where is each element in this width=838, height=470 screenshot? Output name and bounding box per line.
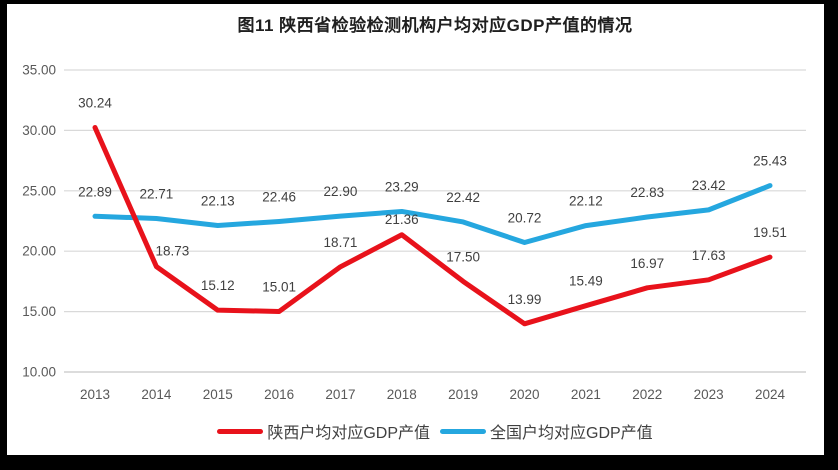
chart-canvas — [7, 4, 824, 455]
data-label: 17.50 — [446, 249, 480, 264]
data-label: 22.42 — [446, 190, 480, 205]
y-tick-label: 15.00 — [22, 304, 56, 319]
data-label: 23.42 — [692, 178, 726, 193]
data-label: 18.71 — [324, 235, 358, 250]
x-tick-label: 2015 — [203, 387, 233, 402]
y-tick-label: 20.00 — [22, 244, 56, 259]
legend: 陕西户均对应GDP产值 全国户均对应GDP产值 — [65, 419, 805, 443]
x-tick-label: 2013 — [80, 387, 110, 402]
data-label: 23.29 — [385, 179, 419, 194]
data-label: 19.51 — [753, 225, 787, 240]
data-label: 20.72 — [508, 211, 542, 226]
y-tick-label: 25.00 — [22, 183, 56, 198]
x-tick-label: 2017 — [325, 387, 355, 402]
legend-swatch — [217, 428, 264, 434]
legend-item-shaanxi: 陕西户均对应GDP产值 — [217, 419, 430, 443]
x-tick-label: 2023 — [694, 387, 724, 402]
x-tick-label: 2022 — [632, 387, 662, 402]
data-label: 22.46 — [262, 189, 296, 204]
data-label: 15.12 — [201, 278, 235, 293]
data-label: 22.71 — [139, 186, 173, 201]
x-tick-label: 2018 — [387, 387, 417, 402]
x-tick-label: 2019 — [448, 387, 478, 402]
legend-label: 陕西户均对应GDP产值 — [267, 425, 430, 442]
legend-swatch — [440, 428, 486, 434]
series-line-national — [92, 183, 773, 246]
y-tick-label: 30.00 — [22, 123, 56, 138]
x-tick-label: 2016 — [264, 387, 294, 402]
x-tick-label: 2021 — [571, 387, 601, 402]
data-label: 16.97 — [630, 256, 664, 271]
chart-title: 图11 陕西省检验检测机构户均对应GDP产值的情况 — [237, 16, 633, 35]
data-label: 22.12 — [569, 194, 603, 209]
data-label: 17.63 — [692, 248, 726, 263]
x-tick-label: 2024 — [755, 387, 786, 402]
legend-item-national: 全国户均对应GDP产值 — [440, 419, 653, 443]
data-label: 15.49 — [569, 274, 603, 289]
data-label: 22.89 — [78, 184, 112, 199]
data-label: 22.83 — [630, 185, 664, 200]
data-label: 22.13 — [201, 193, 235, 208]
series-line-shaanxi — [92, 125, 773, 327]
x-tick-label: 2014 — [141, 387, 172, 402]
x-tick-label: 2020 — [510, 387, 540, 402]
data-label: 18.73 — [155, 244, 189, 259]
y-tick-label: 35.00 — [22, 63, 56, 78]
data-label: 22.90 — [324, 184, 358, 199]
legend-label: 全国户均对应GDP产值 — [490, 425, 653, 442]
data-label: 21.36 — [385, 212, 419, 227]
data-label: 13.99 — [508, 292, 542, 307]
y-tick-label: 10.00 — [22, 365, 56, 380]
data-label: 25.43 — [753, 154, 787, 169]
data-label: 15.01 — [262, 279, 296, 294]
data-label: 30.24 — [78, 96, 112, 111]
